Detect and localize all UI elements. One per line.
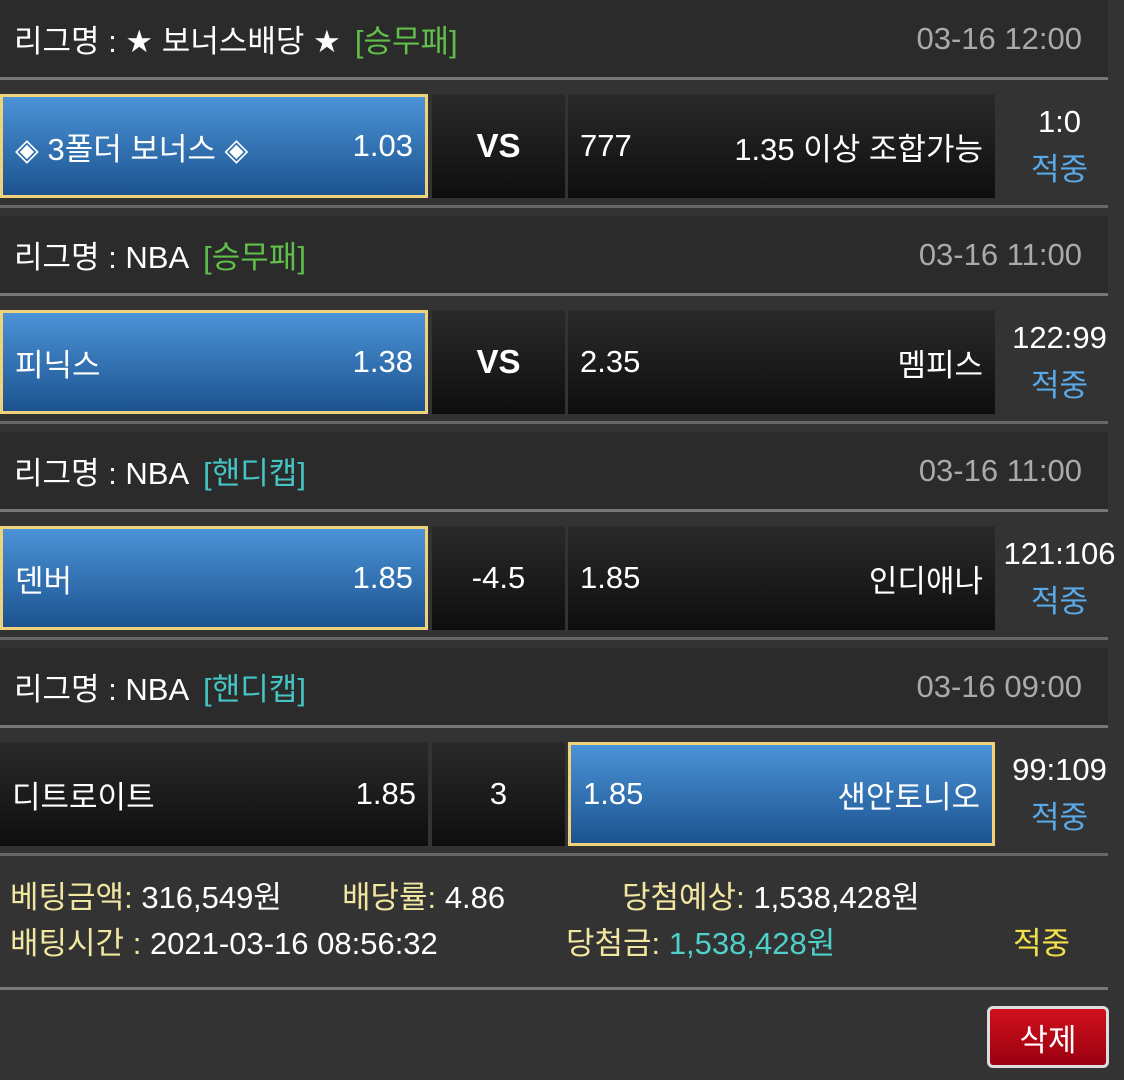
result-cell: 122:99 적중 [995, 310, 1124, 414]
bet-result: 적중 [1013, 926, 1071, 961]
game-time: 03-16 09:00 [916, 668, 1082, 704]
home-odds: 1.85 [352, 560, 413, 595]
result-status: 적중 [1030, 799, 1089, 835]
result-cell: 1:0 적중 [995, 94, 1124, 198]
game-block: 리그명 : NBA [핸디캡] 03-16 11:00 덴버 1.85 -4.5 … [0, 432, 1124, 640]
away-team: 1.35 이상 조합가능 [734, 131, 983, 167]
home-pick[interactable]: 피닉스 1.38 [0, 310, 428, 414]
result-status: 적중 [1030, 151, 1089, 187]
handicap-or-vs: VS [432, 310, 565, 414]
result-status: 적중 [1030, 367, 1089, 403]
handicap-or-vs: 3 [432, 742, 565, 846]
league-name: 리그명 : NBA [14, 240, 190, 275]
home-odds: 1.03 [352, 128, 413, 163]
league-name: 리그명 : ★ 보너스배당 ★ [14, 24, 341, 59]
bet-type: [승무패] [203, 240, 306, 275]
match-row: ◈ 3폴더 보너스 ◈ 1.03 VS 777 1.35 이상 조합가능 1:0… [0, 80, 1124, 208]
match-row: 피닉스 1.38 VS 2.35 멤피스 122:99 적중 [0, 296, 1124, 424]
bet-time-label: 배팅시간 : [10, 926, 142, 961]
expected-win: 1,538,428원 [753, 880, 920, 915]
bet-summary: 베팅금액: 316,549원 배당률: 4.86 당첨예상: 1,538,428… [10, 872, 1110, 964]
game-time: 03-16 11:00 [918, 236, 1082, 272]
away-pick[interactable]: 1.85 샌안토니오 [568, 742, 995, 846]
bet-type: [핸디캡] [203, 456, 306, 491]
bet-amount-label: 베팅금액: [10, 880, 133, 915]
total-odds: 4.86 [444, 880, 506, 915]
away-team: 인디애나 [868, 563, 983, 599]
home-pick[interactable]: ◈ 3폴더 보너스 ◈ 1.03 [0, 94, 428, 198]
league-header: 리그명 : NBA [핸디캡] 03-16 09:00 [0, 648, 1108, 728]
home-pick[interactable]: 디트로이트 1.85 [0, 742, 428, 846]
game-block: 리그명 : ★ 보너스배당 ★ [승무패] 03-16 12:00 ◈ 3폴더 보… [0, 0, 1124, 208]
away-pick[interactable]: 2.35 멤피스 [568, 310, 995, 414]
expected-label: 당첨예상: [622, 880, 745, 915]
league-name: 리그명 : NBA [14, 456, 190, 491]
league-header: 리그명 : NBA [핸디캡] 03-16 11:00 [0, 432, 1108, 512]
away-odds: 2.35 [580, 344, 641, 379]
game-time: 03-16 11:00 [918, 452, 1082, 488]
league-header: 리그명 : ★ 보너스배당 ★ [승무패] 03-16 12:00 [0, 0, 1108, 80]
bet-type: [승무패] [354, 24, 458, 59]
home-team: 디트로이트 [12, 779, 155, 815]
home-odds: 1.38 [352, 344, 413, 379]
home-team: 덴버 [15, 563, 73, 599]
game-block: 리그명 : NBA [핸디캡] 03-16 09:00 디트로이트 1.85 3 … [0, 648, 1124, 856]
odds-label: 배당률: [342, 880, 437, 915]
bet-type: [핸디캡] [203, 672, 306, 707]
match-row: 디트로이트 1.85 3 1.85 샌안토니오 99:109 적중 [0, 728, 1124, 856]
home-odds: 1.85 [355, 776, 416, 811]
score: 122:99 [1012, 319, 1107, 355]
away-odds: 1.85 [580, 560, 641, 595]
score: 121:106 [1003, 535, 1116, 571]
home-pick[interactable]: 덴버 1.85 [0, 526, 428, 630]
result-cell: 121:106 적중 [995, 526, 1124, 630]
result-status: 적중 [1030, 583, 1089, 619]
away-pick[interactable]: 777 1.35 이상 조합가능 [568, 94, 995, 198]
delete-button[interactable]: 삭제 [987, 1006, 1109, 1068]
away-team: 멤피스 [897, 347, 983, 383]
result-cell: 99:109 적중 [995, 742, 1124, 846]
divider [0, 987, 1108, 990]
game-block: 리그명 : NBA [승무패] 03-16 11:00 피닉스 1.38 VS 2… [0, 216, 1124, 424]
win-label: 당첨금: [566, 926, 661, 961]
away-odds: 1.85 [583, 776, 644, 811]
away-team: 샌안토니오 [837, 779, 980, 815]
away-odds: 777 [580, 128, 632, 163]
league-header: 리그명 : NBA [승무패] 03-16 11:00 [0, 216, 1108, 296]
game-time: 03-16 12:00 [916, 20, 1082, 56]
score: 99:109 [1012, 751, 1107, 787]
bet-time: 2021-03-16 08:56:32 [149, 926, 438, 961]
bet-amount: 316,549원 [141, 880, 282, 915]
home-team: 피닉스 [15, 347, 101, 383]
win-amount: 1,538,428원 [668, 926, 836, 961]
home-team: ◈ 3폴더 보너스 ◈ [15, 131, 249, 167]
match-row: 덴버 1.85 -4.5 1.85 인디애나 121:106 적중 [0, 512, 1124, 640]
handicap-or-vs: VS [432, 94, 565, 198]
score: 1:0 [1037, 103, 1082, 139]
handicap-or-vs: -4.5 [432, 526, 565, 630]
league-name: 리그명 : NBA [14, 672, 190, 707]
away-pick[interactable]: 1.85 인디애나 [568, 526, 995, 630]
